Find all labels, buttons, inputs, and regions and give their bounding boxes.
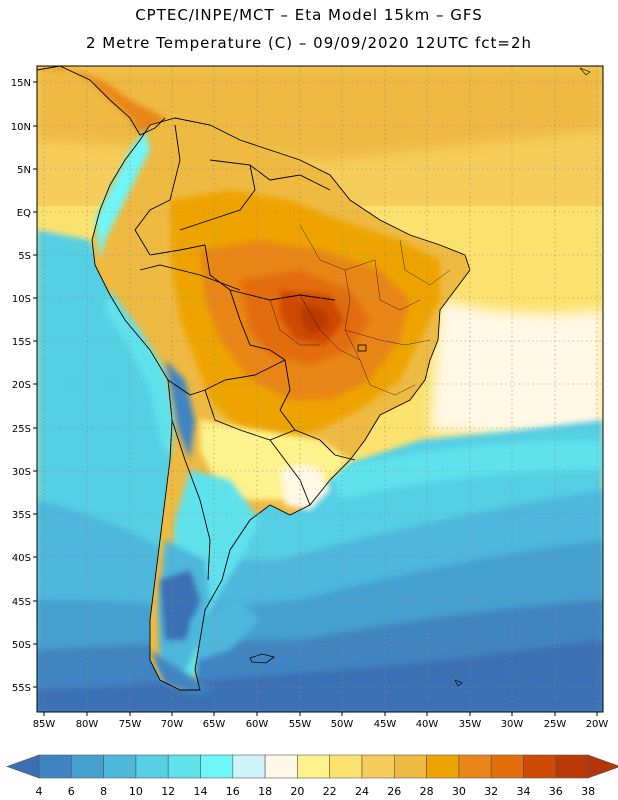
colorbar-label: 36 — [549, 785, 563, 798]
lon-label: 80W — [76, 719, 99, 730]
lat-label: 50S — [12, 640, 31, 651]
lat-label: EQ — [17, 208, 31, 219]
lat-label: 10N — [11, 122, 31, 133]
colorbar-labels: 4 6 8 10 12 14 16 18 20 22 24 26 28 30 3… — [36, 785, 596, 798]
colorbar-swatch — [38, 754, 72, 779]
colorbar-swatch — [426, 754, 460, 779]
lon-label: 45W — [374, 719, 397, 730]
colorbar-label: 6 — [68, 785, 75, 798]
lat-label: 55S — [12, 683, 31, 694]
lon-label: 60W — [246, 719, 269, 730]
colorbar-swatch — [555, 754, 589, 779]
colorbar-swatch — [264, 754, 298, 779]
temperature-field — [37, 66, 603, 712]
colorbar-swatch — [103, 754, 137, 779]
colorbar-swatch — [135, 754, 169, 779]
lat-label: 5N — [17, 165, 31, 176]
state-borders — [269, 224, 451, 396]
colorbar-label: 8 — [100, 785, 107, 798]
colorbar-label: 26 — [387, 785, 401, 798]
colorbar-label: 24 — [355, 785, 369, 798]
colorbar-label: 10 — [129, 785, 143, 798]
colorbar-swatch — [167, 754, 201, 779]
colorbar: 4 6 8 10 12 14 16 18 20 22 24 26 28 30 3… — [6, 754, 618, 798]
lon-label: 50W — [331, 719, 354, 730]
colorbar-swatch — [329, 754, 363, 779]
colorbar-label: 20 — [290, 785, 304, 798]
colorbar-label: 4 — [36, 785, 43, 798]
colorbar-swatches — [6, 754, 618, 779]
lat-label: 15N — [11, 78, 31, 89]
colorbar-label: 16 — [226, 785, 240, 798]
lat-label: 10S — [12, 294, 31, 305]
lon-label: 20W — [586, 719, 609, 730]
map-frame — [36, 65, 604, 713]
colorbar-swatch — [200, 754, 234, 779]
lat-labels: 15N 10N 5N EQ 5S 10S 15S 20S 25S 30S 35S… — [11, 78, 31, 694]
colorbar-swatch — [393, 754, 427, 779]
lat-label: 35S — [12, 510, 31, 521]
map-title-line-1: CPTEC/INPE/MCT – Eta Model 15km – GFS — [135, 6, 483, 24]
colorbar-swatch — [361, 754, 395, 779]
colorbar-label: 34 — [517, 785, 531, 798]
colorbar-label: 18 — [258, 785, 272, 798]
lon-tick-marks — [43, 712, 598, 716]
lon-label: 70W — [161, 719, 184, 730]
colorbar-swatch — [297, 754, 330, 779]
colorbar-swatch — [458, 754, 492, 779]
lat-label: 20S — [12, 380, 31, 391]
lat-tick-marks — [33, 81, 37, 688]
lat-label: 15S — [12, 337, 31, 348]
colorbar-swatch — [71, 754, 104, 779]
lon-label: 35W — [459, 719, 482, 730]
colorbar-label: 28 — [420, 785, 434, 798]
colorbar-label: 30 — [452, 785, 466, 798]
lon-label: 65W — [203, 719, 226, 730]
colorbar-swatch — [523, 754, 557, 779]
colorbar-label: 38 — [581, 785, 595, 798]
colorbar-arrow-high — [587, 754, 618, 779]
colorbar-label: 22 — [323, 785, 337, 798]
lat-label: 30S — [12, 467, 31, 478]
colorbar-label: 12 — [161, 785, 175, 798]
lon-label: 25W — [544, 719, 567, 730]
lon-label: 75W — [119, 719, 142, 730]
colorbar-swatch — [490, 754, 524, 779]
colorbar-arrow-low — [6, 754, 40, 779]
lon-label: 55W — [289, 719, 312, 730]
lon-label: 85W — [33, 719, 56, 730]
lat-label: 25S — [12, 424, 31, 435]
colorbar-swatch — [232, 754, 266, 779]
lon-label: 30W — [501, 719, 524, 730]
lon-labels: 85W 80W 75W 70W 65W 60W 55W 50W 45W 40W … — [33, 719, 609, 730]
south-america-landmass — [92, 118, 470, 695]
lakes-islands — [249, 67, 591, 687]
lat-label: 45S — [12, 597, 31, 608]
lat-label: 40S — [12, 553, 31, 564]
lon-label: 40W — [416, 719, 439, 730]
colorbar-label: 14 — [194, 785, 208, 798]
lat-label: 5S — [18, 251, 31, 262]
map-title-line-2: 2 Metre Temperature (C) – 09/09/2020 12U… — [85, 34, 533, 52]
colorbar-label: 32 — [484, 785, 498, 798]
